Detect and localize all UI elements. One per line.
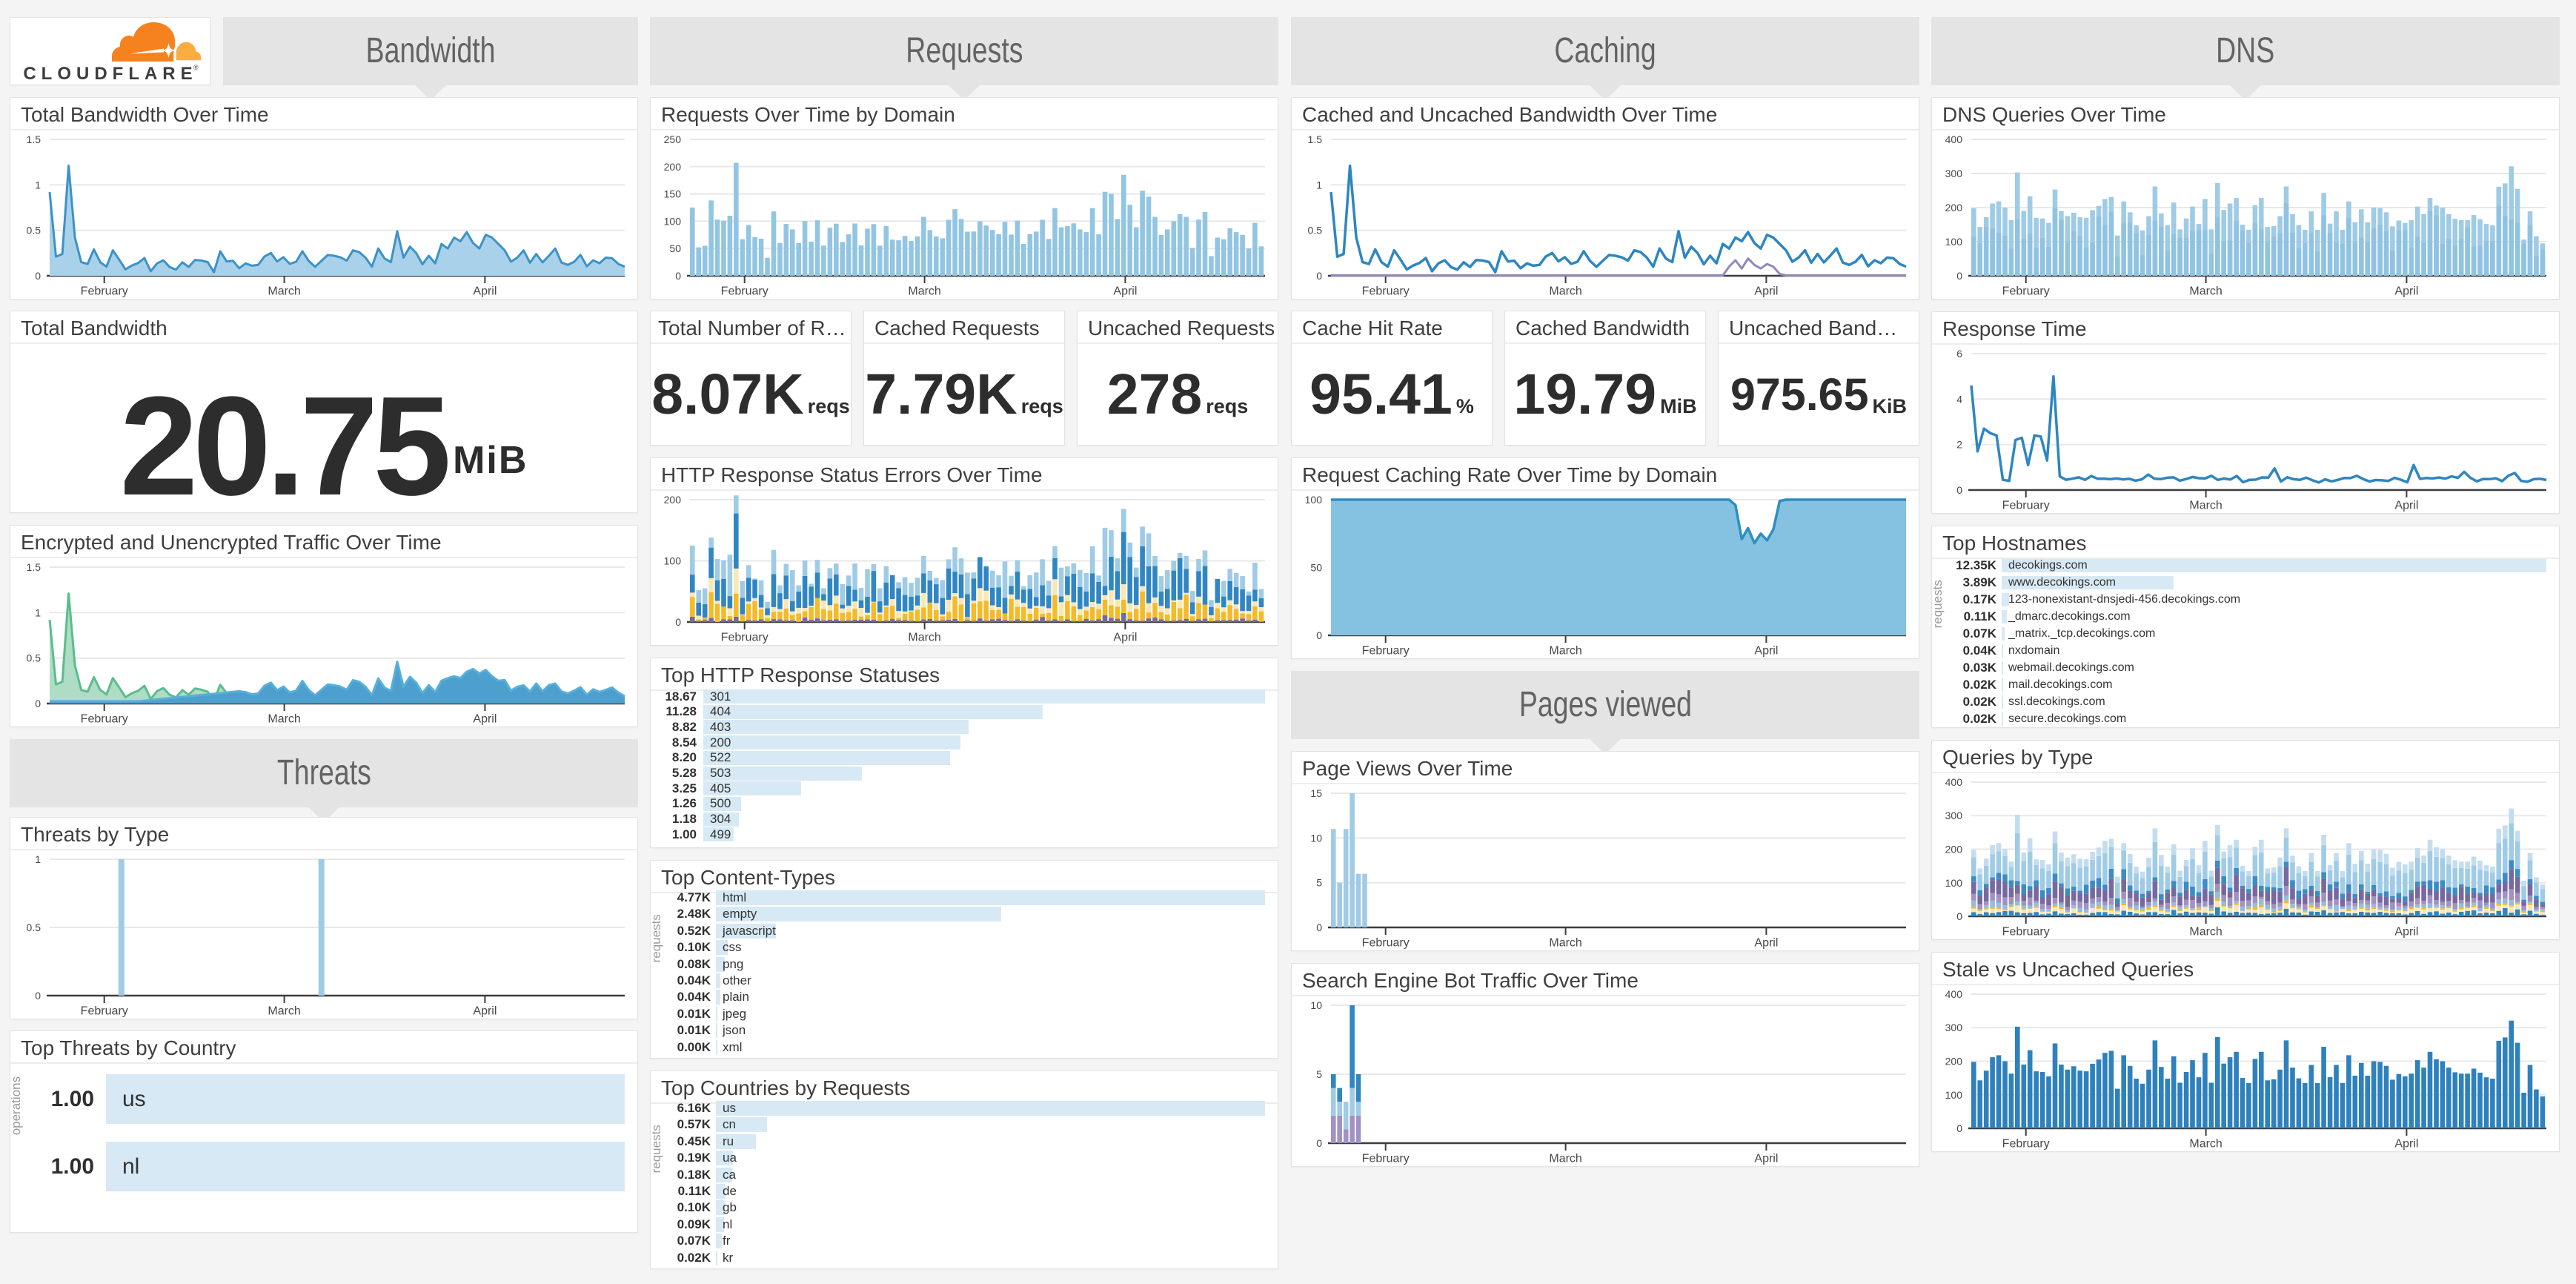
svg-text:February: February bbox=[81, 713, 128, 726]
svg-text:April: April bbox=[1113, 285, 1137, 298]
svg-text:February: February bbox=[2002, 926, 2050, 939]
svg-text:250: 250 bbox=[664, 133, 682, 145]
svg-text:March: March bbox=[908, 285, 940, 298]
svg-text:February: February bbox=[1362, 645, 1410, 658]
svg-text:0: 0 bbox=[1316, 629, 1322, 641]
svg-text:CLOUDFLARE: CLOUDFLARE bbox=[23, 64, 197, 84]
svg-text:0: 0 bbox=[1956, 270, 1962, 282]
svg-text:0.5: 0.5 bbox=[27, 652, 42, 664]
svg-text:0: 0 bbox=[35, 270, 41, 282]
svg-text:400: 400 bbox=[1945, 988, 1963, 1000]
svg-text:100: 100 bbox=[1945, 1089, 1963, 1101]
svg-text:0: 0 bbox=[1316, 921, 1322, 933]
svg-text:0: 0 bbox=[1956, 910, 1962, 922]
svg-text:1.5: 1.5 bbox=[1308, 133, 1323, 145]
svg-text:March: March bbox=[268, 1005, 300, 1018]
svg-text:100: 100 bbox=[664, 555, 682, 567]
svg-text:0: 0 bbox=[1956, 1122, 1962, 1134]
svg-text:April: April bbox=[1754, 1153, 1778, 1165]
svg-text:5: 5 bbox=[1316, 877, 1322, 889]
svg-text:200: 200 bbox=[1945, 202, 1963, 214]
svg-text:300: 300 bbox=[1945, 168, 1963, 179]
svg-text:March: March bbox=[1549, 1153, 1581, 1165]
svg-text:April: April bbox=[473, 713, 497, 726]
svg-text:March: March bbox=[2189, 500, 2222, 512]
svg-text:2: 2 bbox=[1956, 439, 1962, 451]
svg-text:February: February bbox=[2002, 285, 2050, 298]
svg-text:March: March bbox=[1549, 937, 1581, 950]
svg-text:February: February bbox=[2002, 1138, 2050, 1151]
svg-text:300: 300 bbox=[1945, 1022, 1963, 1033]
svg-text:15: 15 bbox=[1310, 787, 1322, 799]
svg-text:April: April bbox=[473, 1005, 497, 1018]
svg-text:March: March bbox=[908, 632, 940, 644]
svg-text:February: February bbox=[2002, 500, 2050, 512]
svg-text:March: March bbox=[2189, 285, 2222, 298]
svg-text:0: 0 bbox=[35, 698, 41, 709]
svg-text:1: 1 bbox=[35, 606, 41, 618]
svg-text:April: April bbox=[1754, 645, 1778, 658]
svg-text:0: 0 bbox=[35, 990, 41, 1002]
svg-text:1.5: 1.5 bbox=[27, 561, 42, 573]
svg-text:10: 10 bbox=[1310, 832, 1322, 844]
svg-text:April: April bbox=[1754, 937, 1778, 950]
svg-text:April: April bbox=[473, 285, 497, 298]
svg-text:February: February bbox=[81, 285, 128, 298]
svg-text:February: February bbox=[1362, 1153, 1410, 1165]
svg-text:March: March bbox=[1549, 645, 1581, 658]
svg-text:February: February bbox=[721, 632, 769, 644]
svg-text:0.5: 0.5 bbox=[27, 921, 42, 933]
svg-text:5: 5 bbox=[1316, 1068, 1322, 1080]
svg-text:300: 300 bbox=[1945, 810, 1963, 821]
svg-text:200: 200 bbox=[664, 161, 682, 173]
svg-text:0: 0 bbox=[1316, 270, 1322, 282]
svg-text:0: 0 bbox=[1956, 484, 1962, 496]
svg-text:6: 6 bbox=[1956, 348, 1962, 360]
svg-text:0: 0 bbox=[675, 270, 681, 282]
svg-text:February: February bbox=[81, 1005, 128, 1018]
svg-text:February: February bbox=[1362, 285, 1410, 298]
svg-text:April: April bbox=[1754, 285, 1778, 298]
svg-text:10: 10 bbox=[1310, 999, 1322, 1011]
svg-text:100: 100 bbox=[664, 215, 682, 227]
svg-text:April: April bbox=[2394, 926, 2418, 939]
svg-text:50: 50 bbox=[669, 242, 681, 254]
svg-text:1: 1 bbox=[35, 853, 41, 865]
svg-text:1: 1 bbox=[35, 179, 41, 191]
svg-text:200: 200 bbox=[1945, 844, 1963, 856]
svg-text:April: April bbox=[2394, 285, 2418, 298]
svg-text:1.5: 1.5 bbox=[27, 133, 42, 145]
svg-text:February: February bbox=[721, 285, 769, 298]
svg-text:0.5: 0.5 bbox=[1308, 225, 1323, 236]
svg-text:March: March bbox=[2189, 1138, 2222, 1151]
svg-text:4: 4 bbox=[1956, 393, 1962, 405]
svg-text:March: March bbox=[2189, 926, 2222, 939]
svg-text:50: 50 bbox=[1310, 562, 1322, 574]
svg-text:April: April bbox=[2394, 500, 2418, 512]
svg-text:100: 100 bbox=[1945, 877, 1963, 889]
svg-text:April: April bbox=[1113, 632, 1137, 644]
svg-text:0: 0 bbox=[675, 616, 681, 628]
svg-text:100: 100 bbox=[1305, 494, 1323, 506]
svg-text:1: 1 bbox=[1316, 179, 1322, 191]
svg-text:100: 100 bbox=[1945, 236, 1963, 248]
svg-text:March: March bbox=[268, 285, 300, 298]
svg-text:February: February bbox=[1362, 937, 1410, 950]
svg-text:0.5: 0.5 bbox=[27, 225, 42, 236]
svg-text:®: ® bbox=[193, 64, 199, 71]
svg-text:March: March bbox=[268, 713, 300, 726]
svg-text:March: March bbox=[1549, 285, 1581, 298]
svg-text:200: 200 bbox=[1945, 1056, 1963, 1068]
svg-text:400: 400 bbox=[1945, 776, 1963, 788]
svg-text:April: April bbox=[2394, 1138, 2418, 1151]
svg-text:150: 150 bbox=[664, 188, 682, 200]
svg-text:200: 200 bbox=[664, 494, 682, 506]
svg-text:0: 0 bbox=[1316, 1137, 1322, 1149]
svg-text:400: 400 bbox=[1945, 133, 1963, 145]
